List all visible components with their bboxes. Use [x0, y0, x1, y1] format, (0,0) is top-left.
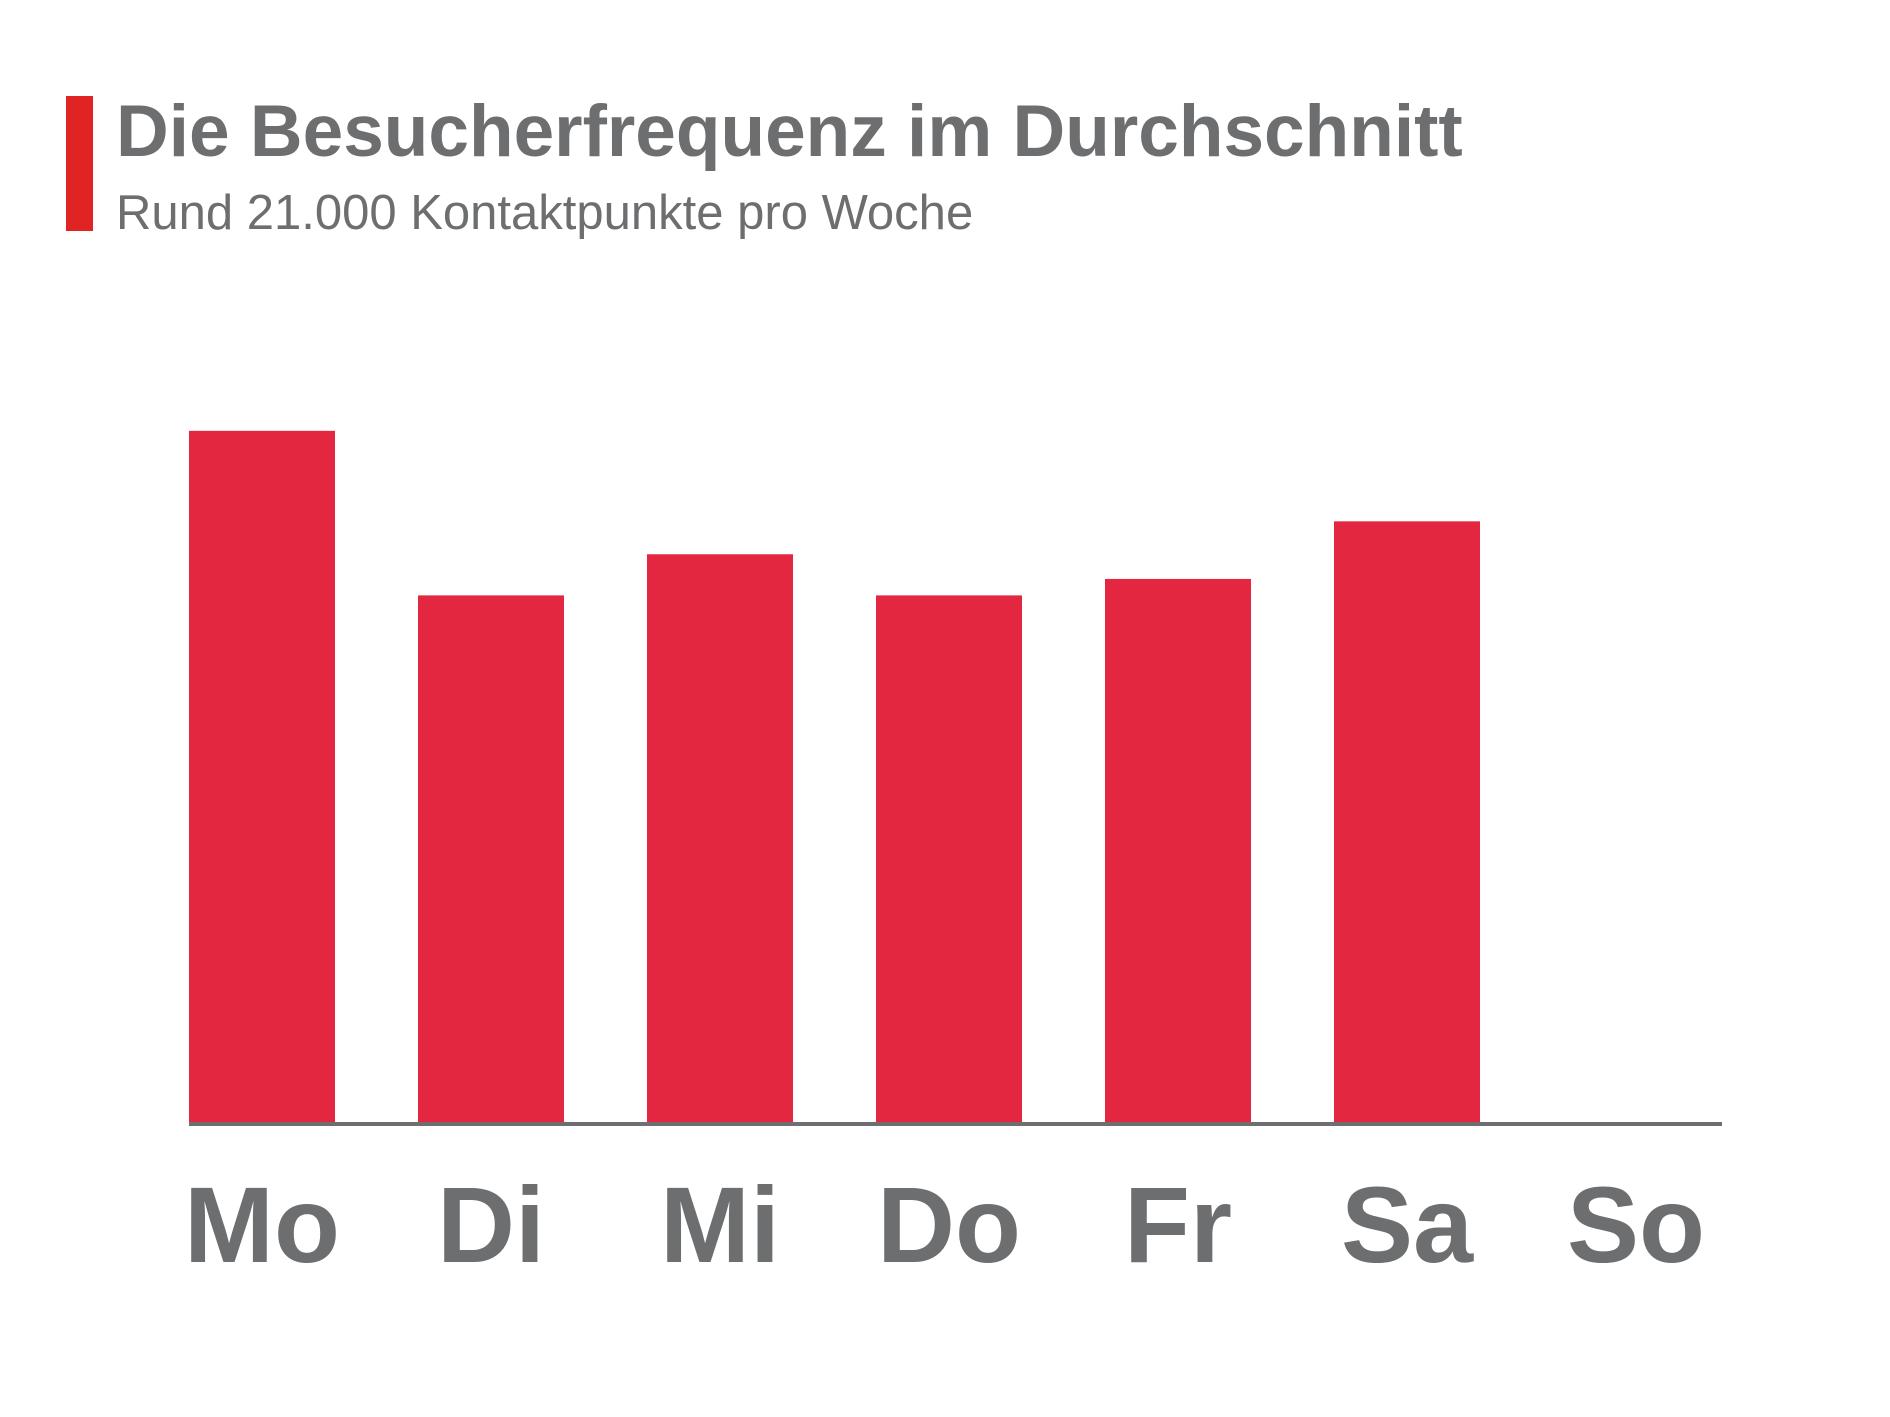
bar [418, 595, 564, 1122]
x-tick-label: Mi [660, 1164, 780, 1285]
bar [189, 430, 335, 1123]
x-tick-label: Mo [184, 1164, 340, 1285]
bar [876, 595, 1022, 1122]
x-tick-label: Fr [1124, 1164, 1232, 1285]
chart-subtitle: Rund 21.000 Kontaktpunkte pro Woche [116, 186, 973, 240]
x-tick-label: Do [877, 1164, 1021, 1285]
x-tick-label: Di [437, 1164, 545, 1285]
x-tick-label: So [1567, 1164, 1705, 1285]
bar [647, 554, 793, 1122]
accent-bar [66, 96, 93, 231]
chart-title: Die Besucherfrequenz im Durchschnitt [116, 91, 1463, 172]
bar [1334, 521, 1480, 1122]
bar [1105, 578, 1251, 1122]
x-tick-label: Sa [1341, 1164, 1474, 1285]
